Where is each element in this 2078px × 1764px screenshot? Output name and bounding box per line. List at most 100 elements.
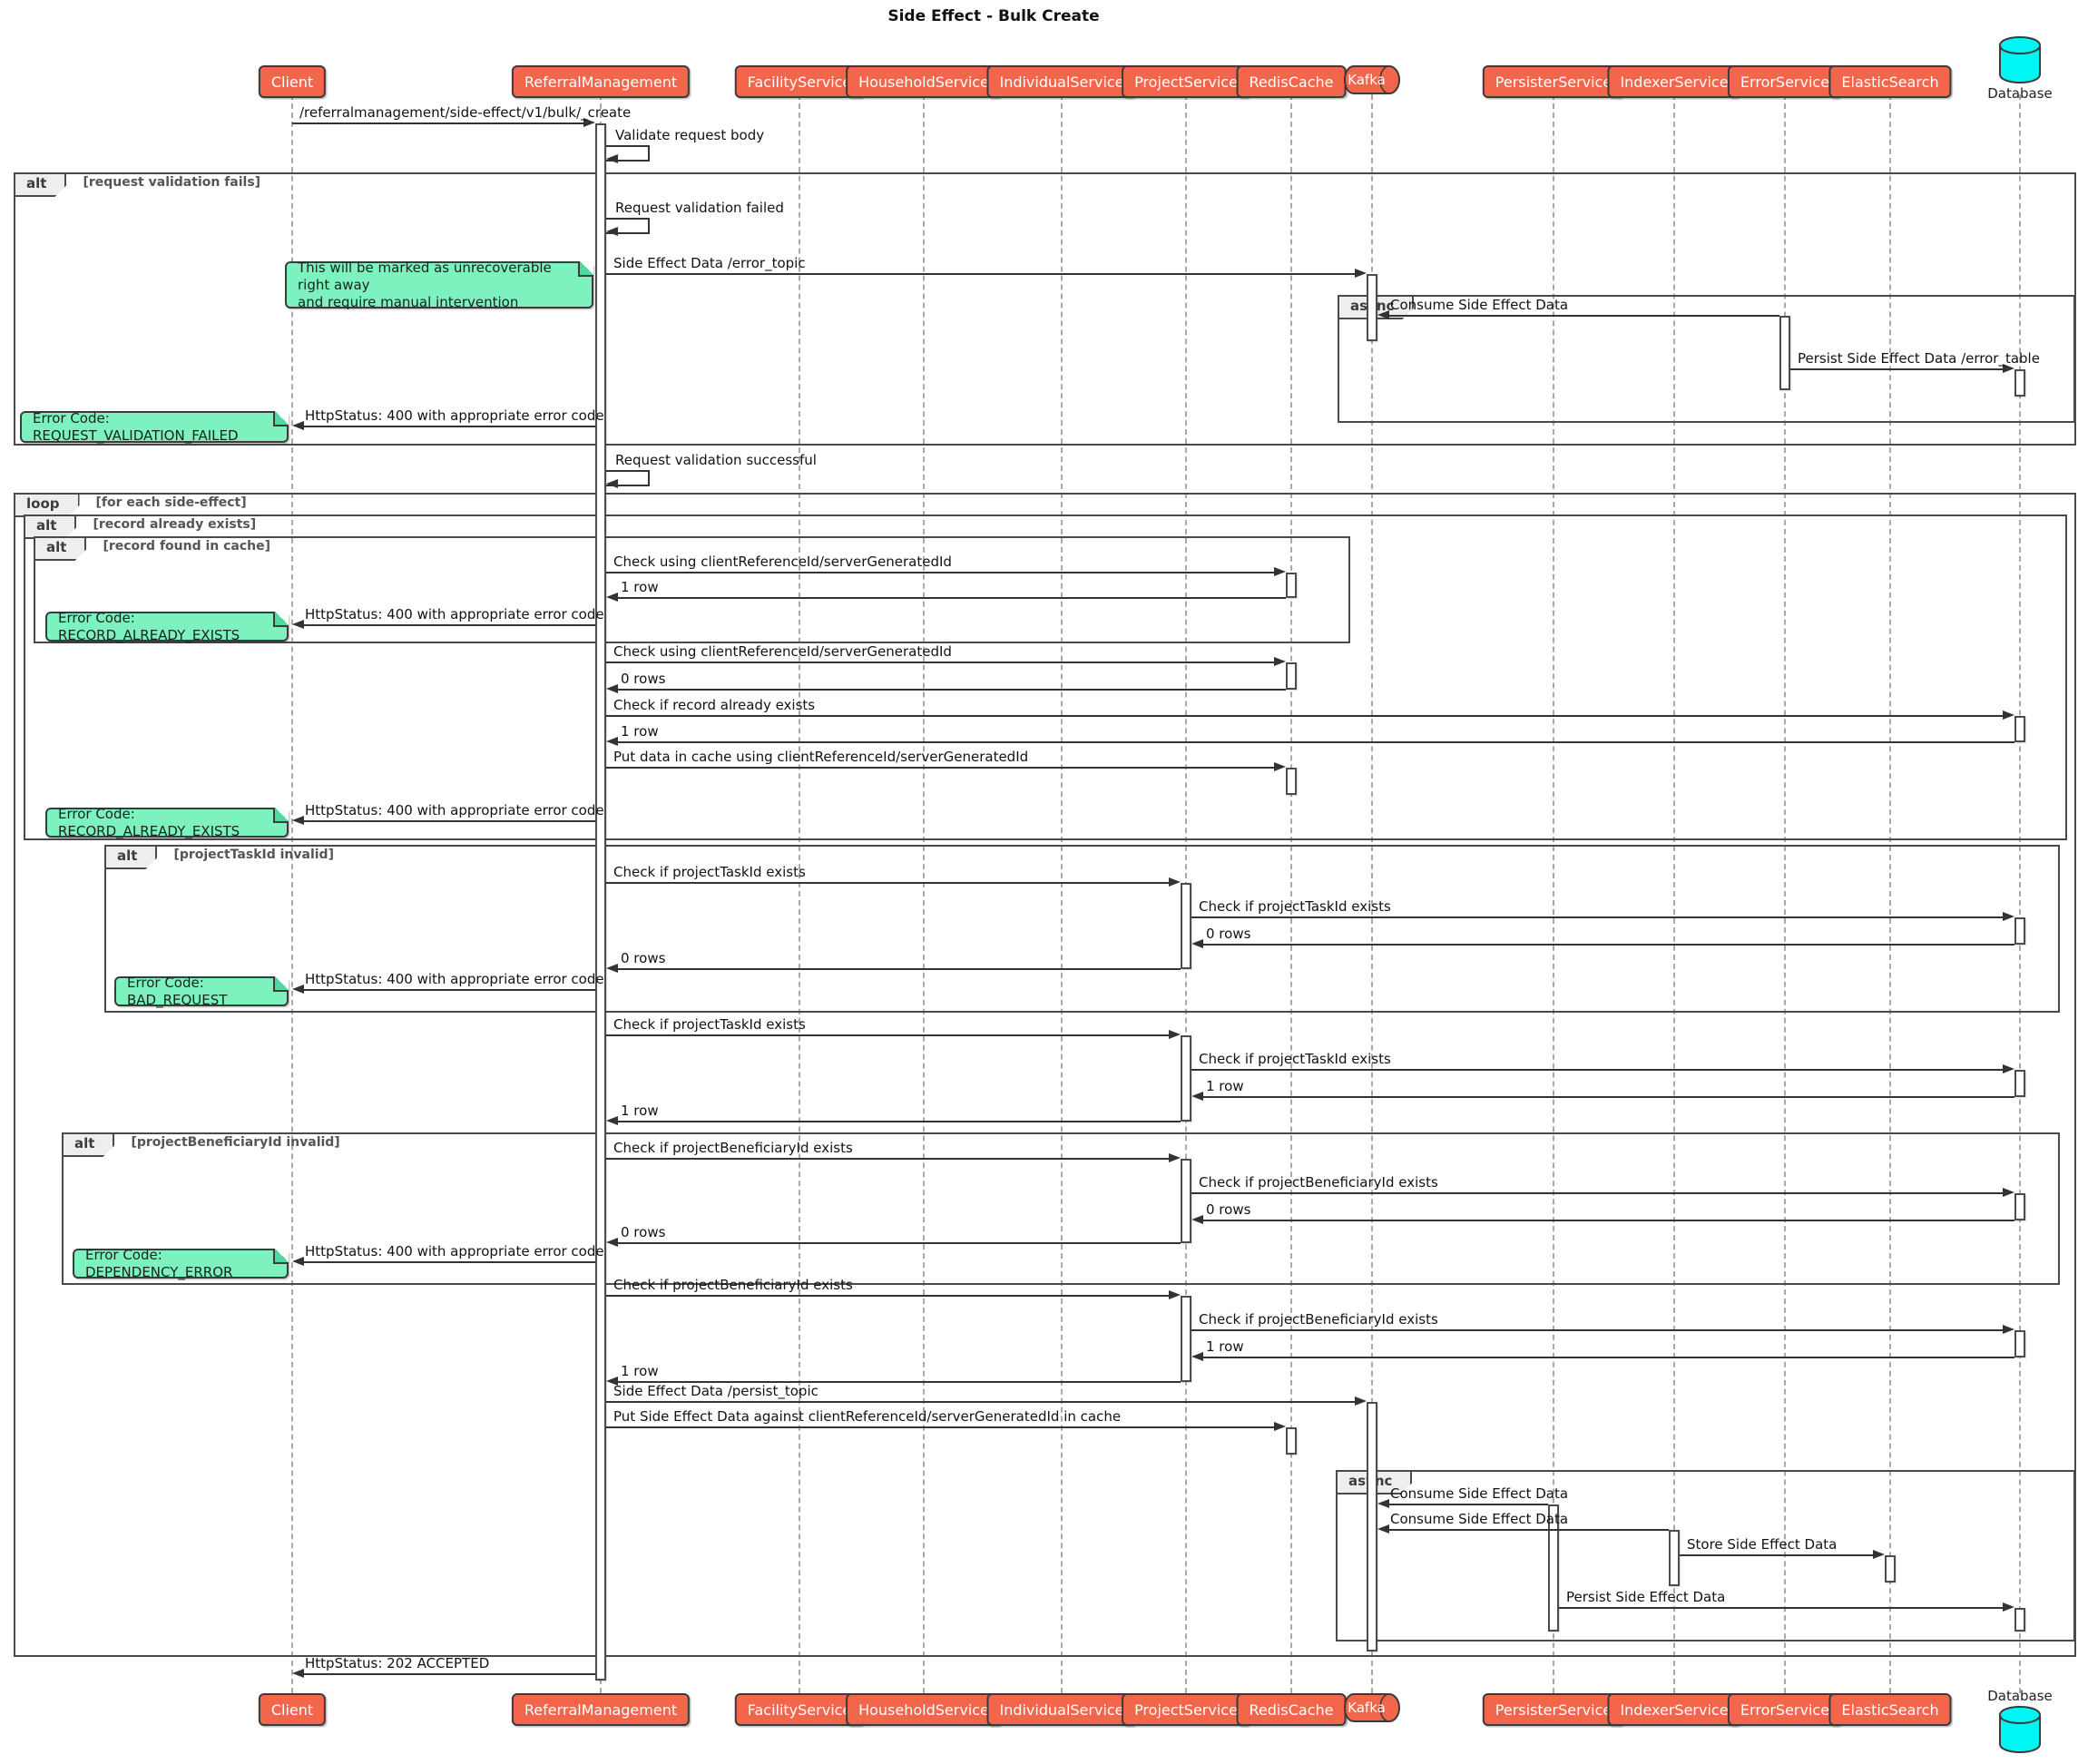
message-label: 0 rows [621,671,666,687]
activation-bar [1286,662,1297,690]
participant-elasticsearch-bottom: ElasticSearch [1828,1693,1952,1726]
activation-bar [2014,1330,2025,1357]
note-fold-icon [273,976,289,992]
arrowhead-icon [2003,364,2014,373]
arrowhead-icon [1873,1550,1885,1559]
activation-bar [1181,1296,1191,1382]
message-label: 1 row [1206,1078,1244,1094]
note-fold-icon [273,808,289,823]
participant-individualservice-top: IndividualService [986,65,1137,98]
lifeline-database [2019,94,2021,1693]
message-arrow [302,426,595,427]
activation-bar [1181,883,1191,969]
database-icon-bottom [1999,1705,2041,1757]
message-label: Check if record already exists [613,697,816,713]
message-arrow [1191,1069,2004,1071]
message-label: 1 row [621,1102,659,1119]
frame-header: alt [request validation fails] [14,172,260,197]
participant-client-bottom: Client [258,1693,327,1726]
arrowhead-icon [2003,912,2014,921]
participant-persisterservice-bottom: PersisterService [1482,1693,1625,1726]
frame-condition: [record already exists] [93,517,257,532]
participant-projectservice-bottom: ProjectService [1122,1693,1250,1726]
message-label: Validate request body [615,127,765,143]
message-label: Check if projectTaskId exists [613,1016,806,1033]
message-label: 0 rows [1206,1201,1251,1218]
arrowhead-icon [2003,1325,2014,1334]
frame-label: alt [62,1132,114,1157]
frame-header: loop [for each side-effect] [14,493,247,517]
message-label: Check if projectBeneficiaryId exists [1199,1311,1438,1328]
frame-alt-6: alt [projectBeneficiaryId invalid] [62,1132,2060,1285]
message-arrow [1387,1504,1548,1505]
diagram-title: Side Effect - Bulk Create [887,7,1100,25]
message-arrow [1191,916,2004,918]
arrowhead-icon [606,154,618,163]
message-arrow [606,572,1276,573]
activation-bar [2014,917,2025,945]
participant-facilityservice-bottom: FacilityService [734,1693,865,1726]
participant-referralmanagement-bottom: ReferralManagement [511,1693,691,1726]
arrowhead-icon [2003,1064,2014,1073]
participant-client-top: Client [258,65,327,98]
message-label: Side Effect Data /persist_topic [613,1383,818,1399]
frame-header: alt [projectBeneficiaryId invalid] [62,1132,340,1157]
participant-errorservice-bottom: ErrorService [1727,1693,1843,1726]
arrowhead-icon [606,593,618,602]
frame-header: alt [record found in cache] [34,536,270,561]
activation-bar [1367,1402,1377,1651]
arrowhead-icon [292,816,304,825]
participant-householdservice-bottom: HouseholdService [846,1693,1002,1726]
message-arrow [1201,1357,2014,1358]
arrowhead-icon [606,964,618,973]
arrowhead-icon [1169,1290,1181,1299]
database-icon-top [1999,35,2041,87]
message-label: /referralmanagement/side-effect/v1/bulk/… [299,104,632,121]
message-arrow [606,1158,1171,1160]
lifeline-elasticsearch [1889,94,1891,1693]
lifeline-client [291,94,293,1693]
message-arrow [606,715,2004,717]
arrowhead-icon [1355,269,1367,278]
message-arrow [616,1121,1181,1122]
arrowhead-icon [1191,1215,1203,1224]
message-label: Check if projectTaskId exists [1199,1051,1391,1067]
participant-indexerservice-top: IndexerService [1607,65,1741,98]
arrowhead-icon [606,479,618,488]
arrowhead-icon [583,118,595,127]
message-label: Consume Side Effect Data [1390,297,1569,313]
arrowhead-icon [606,1377,618,1386]
message-label: Consume Side Effect Data [1390,1485,1569,1502]
arrowhead-icon [606,684,618,693]
frame-header: alt [record already exists] [24,514,256,539]
message-label: HttpStatus: 400 with appropriate error c… [305,971,604,987]
message-arrow [606,1401,1357,1403]
participant-persisterservice-top: PersisterService [1482,65,1625,98]
arrowhead-icon [292,421,304,430]
message-arrow [616,597,1286,599]
self-message [606,218,650,234]
note: This will be marked as unrecoverable rig… [285,260,593,310]
activation-bar [2014,1070,2025,1097]
activation-bar [1367,274,1377,341]
arrowhead-icon [1169,1153,1181,1162]
message-label: 0 rows [621,950,666,966]
arrowhead-icon [2003,710,2014,720]
arrowhead-icon [1377,310,1389,319]
message-arrow [302,820,595,822]
message-label: HttpStatus: 400 with appropriate error c… [305,606,604,622]
message-label: 1 row [621,723,659,740]
participant-errorservice-top: ErrorService [1727,65,1843,98]
activation-bar [1779,316,1790,390]
message-arrow [1387,315,1779,317]
kafka-queue-icon [1343,1693,1401,1722]
participant-facilityservice-top: FacilityService [734,65,865,98]
arrowhead-icon [1191,1352,1203,1361]
message-label: Request validation failed [615,200,784,216]
message-label: Put data in cache using clientReferenceI… [613,749,1029,765]
arrowhead-icon [1191,1092,1203,1101]
participant-label: Kafka [1348,1700,1386,1716]
arrowhead-icon [1377,1499,1389,1508]
message-arrow [1191,1329,2004,1331]
lifeline-kafka [1371,94,1373,1693]
